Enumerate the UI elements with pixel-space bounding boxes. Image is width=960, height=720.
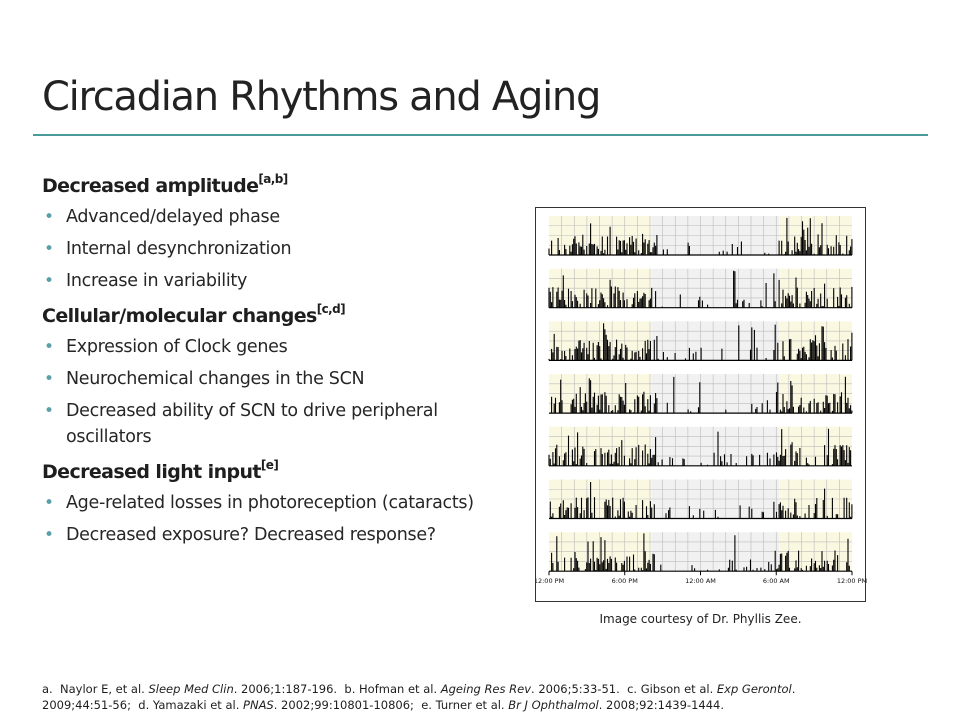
bullet-item: • Increase in variability xyxy=(42,268,482,294)
ref-details: 2009;44:51-56; xyxy=(42,698,131,712)
citation-marker: [c,d] xyxy=(316,301,346,316)
ref-journal: Sleep Med Clin xyxy=(148,682,234,696)
ref-label: b. xyxy=(344,682,356,696)
bullet-text: Expression of Clock genes xyxy=(66,337,288,357)
citation-marker: [e] xyxy=(260,457,279,472)
bullet-item: • Internal desynchronization xyxy=(42,236,482,262)
bullet-text: Neurochemical changes in the SCN xyxy=(66,369,365,389)
bullet-text: Advanced/delayed phase xyxy=(66,207,280,227)
bullet-item: • Expression of Clock genes xyxy=(42,334,482,360)
bullet-text: Age-related losses in photoreception (ca… xyxy=(66,493,474,513)
bullet-list-light: • Age-related losses in photoreception (c… xyxy=(42,490,482,548)
ref-details: . 2002;99:10801-10806; xyxy=(273,698,414,712)
ref-authors: Hofman et al. xyxy=(359,682,438,696)
bullet-dot-icon: • xyxy=(44,239,54,259)
x-tick-label: 12:00 AM xyxy=(685,577,716,585)
bullet-item: • Advanced/delayed phase xyxy=(42,204,482,230)
ref-journal: PNAS xyxy=(243,698,274,712)
ref-authors: Naylor E, et al. xyxy=(60,682,145,696)
x-tick-label: 12:00 PM xyxy=(837,577,867,585)
section-heading-light: Decreased light input[e] xyxy=(42,458,482,486)
content-area: Decreased amplitude[a,b] • Advanced/delay… xyxy=(42,172,482,548)
figure-caption: Image courtesy of Dr. Phyllis Zee. xyxy=(599,612,802,626)
bullet-dot-icon: • xyxy=(44,207,54,227)
slide-title: Circadian Rhythms and Aging xyxy=(42,74,601,120)
ref-journal: Br J Ophthalmol xyxy=(508,698,599,712)
ref-label: e. xyxy=(421,698,432,712)
references: a. Naylor E, et al. Sleep Med Clin. 2006… xyxy=(42,681,922,713)
bullet-dot-icon: • xyxy=(44,525,54,545)
x-tick-label: 6:00 AM xyxy=(763,577,790,585)
ref-details: . 2006;1:187-196. xyxy=(233,682,338,696)
bullet-text: Increase in variability xyxy=(66,271,248,291)
bullet-item: • Neurochemical changes in the SCN xyxy=(42,366,482,392)
ref-details: . xyxy=(791,682,796,696)
bullet-dot-icon: • xyxy=(44,369,54,389)
ref-authors: Turner et al. xyxy=(435,698,505,712)
ref-label: c. xyxy=(627,682,638,696)
ref-authors: Yamazaki et al. xyxy=(152,698,240,712)
bullet-list-amplitude: • Advanced/delayed phase • Internal desync… xyxy=(42,204,482,294)
citation-marker: [a,b] xyxy=(258,171,288,186)
activity-trace xyxy=(548,428,852,466)
actogram-figure: 12:00 PM 6:00 PM 12:00 AM 6:00 AM 12:00 PM xyxy=(535,207,867,602)
activity-trace xyxy=(551,533,850,572)
activity-trace xyxy=(549,482,853,519)
bullet-text: Decreased exposure? Decreased response? xyxy=(66,525,436,545)
actogram-image: 12:00 PM 6:00 PM 12:00 AM 6:00 AM 12:00 PM xyxy=(536,216,867,585)
activity-trace xyxy=(548,323,853,361)
activity-trace xyxy=(548,270,853,308)
title-divider xyxy=(33,134,928,136)
bullet-dot-icon: • xyxy=(44,493,54,513)
bullet-item: • Decreased ability of SCN to drive perip… xyxy=(42,398,482,450)
section-heading-text: Decreased light input xyxy=(42,461,262,483)
bullet-text: Decreased ability of SCN to drive periph… xyxy=(66,401,438,447)
bullet-dot-icon: • xyxy=(44,401,54,421)
ref-label: d. xyxy=(138,698,150,712)
section-heading-cellular: Cellular/molecular changes[c,d] xyxy=(42,302,482,330)
ref-details: . 2008;92:1439-1444. xyxy=(598,698,724,712)
activity-trace xyxy=(551,376,853,414)
bullet-text: Internal desynchronization xyxy=(66,239,292,259)
section-heading-text: Decreased amplitude xyxy=(42,175,259,197)
ref-details: . 2006;5:33-51. xyxy=(531,682,620,696)
ref-authors: Gibson et al. xyxy=(640,682,714,696)
ref-journal: Exp Gerontol xyxy=(716,682,792,696)
ref-label: a. xyxy=(42,682,53,696)
section-heading-text: Cellular/molecular changes xyxy=(42,305,317,327)
x-tick-label: 12:00 PM xyxy=(536,577,564,585)
bullet-item: • Age-related losses in photoreception (c… xyxy=(42,490,482,516)
x-tick-label: 6:00 PM xyxy=(612,577,638,585)
bullet-list-cellular: • Expression of Clock genes • Neurochemica… xyxy=(42,334,482,450)
bullet-item: • Decreased exposure? Decreased response? xyxy=(42,522,482,548)
activity-trace xyxy=(548,217,853,255)
bullet-dot-icon: • xyxy=(44,337,54,357)
bullet-dot-icon: • xyxy=(44,271,54,291)
ref-journal: Ageing Res Rev xyxy=(440,682,532,696)
section-heading-amplitude: Decreased amplitude[a,b] xyxy=(42,172,482,200)
